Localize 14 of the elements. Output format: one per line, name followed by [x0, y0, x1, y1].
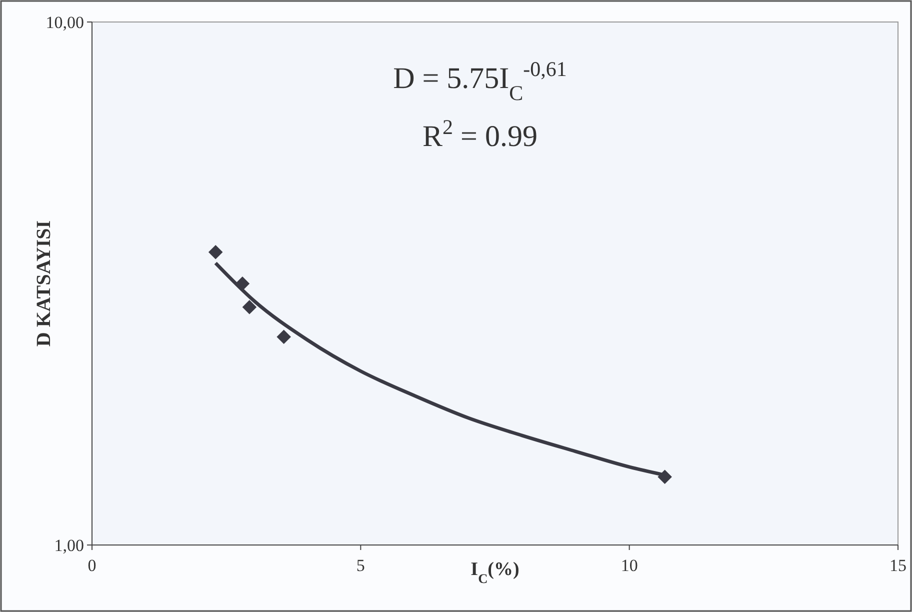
y-axis-title: D KATSAYISI: [33, 220, 55, 347]
x-tick-label: 0: [88, 556, 96, 575]
point: [276, 330, 291, 344]
x-tick-label: 15: [890, 556, 906, 575]
x-axis-title: I$_{C}$(%): [470, 559, 520, 586]
point: [208, 245, 223, 260]
point: [235, 276, 250, 291]
y-tick-label: 1,00: [54, 536, 84, 555]
point: [658, 470, 672, 484]
point: [242, 300, 257, 314]
y-tick-label: 10,00: [46, 13, 84, 32]
x-tick-label: 5: [356, 556, 365, 575]
x-tick-label: 10: [620, 556, 638, 575]
annotation: R$^{2}$ = 0.99: [422, 115, 538, 153]
